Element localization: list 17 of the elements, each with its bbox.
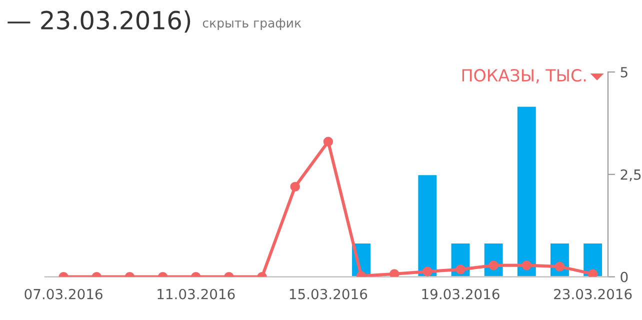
- y-axis-title: ПОКАЗЫ, ТЫС.: [462, 69, 586, 84]
- chart-title: — 23.03.2016): [8, 10, 190, 33]
- x-tick-label: 11.03.2016: [158, 288, 235, 300]
- point: [290, 182, 300, 192]
- point: [588, 269, 598, 277]
- point: [323, 136, 334, 146]
- point: [389, 269, 400, 277]
- x-tick-label: 15.03.2016: [290, 288, 368, 300]
- y-tick-label: 5: [620, 67, 628, 78]
- x-tick-label: 23.03.2016: [554, 288, 632, 300]
- chart-subtitle: скрыть график: [202, 18, 302, 30]
- y-tick-label: 2,5: [620, 169, 641, 182]
- bar: [516, 105, 538, 277]
- y-tick-label: 0: [620, 272, 628, 282]
- x-tick-label: 07.03.2016: [24, 288, 102, 300]
- bar: [416, 174, 438, 277]
- x-tick-label: 19.03.2016: [422, 288, 500, 300]
